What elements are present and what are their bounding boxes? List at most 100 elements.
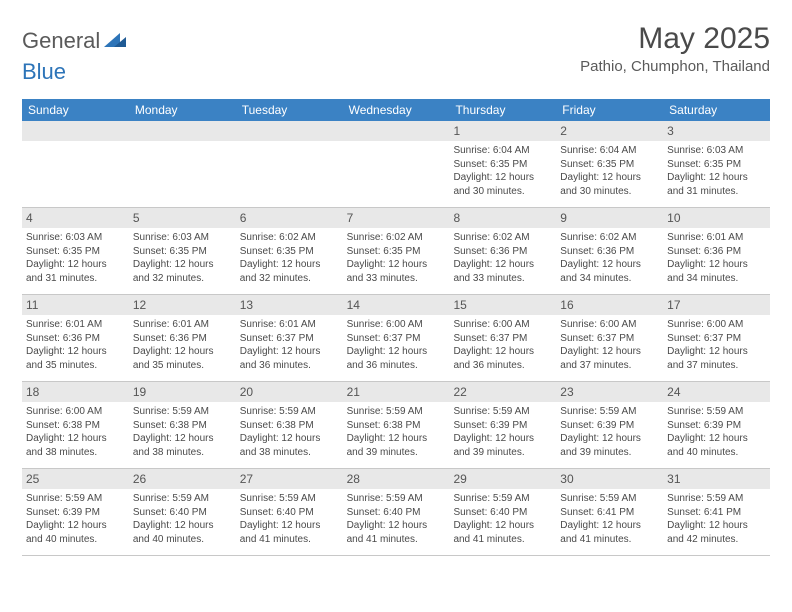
- day-number: 8: [449, 208, 556, 228]
- daylight-text: Daylight: 12 hours and 41 minutes.: [240, 519, 339, 546]
- day-number: 27: [236, 469, 343, 489]
- week-row: 11Sunrise: 6:01 AMSunset: 6:36 PMDayligh…: [22, 295, 770, 382]
- weekday-header: Saturday: [663, 99, 770, 121]
- sunset-text: Sunset: 6:38 PM: [26, 419, 125, 433]
- day-cell: 30Sunrise: 5:59 AMSunset: 6:41 PMDayligh…: [556, 469, 663, 555]
- sunset-text: Sunset: 6:38 PM: [133, 419, 232, 433]
- day-cell: 10Sunrise: 6:01 AMSunset: 6:36 PMDayligh…: [663, 208, 770, 294]
- daylight-text: Daylight: 12 hours and 35 minutes.: [133, 345, 232, 372]
- sunset-text: Sunset: 6:40 PM: [133, 506, 232, 520]
- daylight-text: Daylight: 12 hours and 36 minutes.: [240, 345, 339, 372]
- sunset-text: Sunset: 6:40 PM: [453, 506, 552, 520]
- weekday-header: Tuesday: [236, 99, 343, 121]
- day-cell: 7Sunrise: 6:02 AMSunset: 6:35 PMDaylight…: [343, 208, 450, 294]
- sunrise-text: Sunrise: 6:00 AM: [347, 318, 446, 332]
- weekday-header: Thursday: [449, 99, 556, 121]
- daylight-text: Daylight: 12 hours and 40 minutes.: [667, 432, 766, 459]
- sunrise-text: Sunrise: 5:59 AM: [453, 492, 552, 506]
- day-number: 16: [556, 295, 663, 315]
- sunset-text: Sunset: 6:37 PM: [347, 332, 446, 346]
- day-cell: 3Sunrise: 6:03 AMSunset: 6:35 PMDaylight…: [663, 121, 770, 207]
- daylight-text: Daylight: 12 hours and 32 minutes.: [240, 258, 339, 285]
- sunrise-text: Sunrise: 5:59 AM: [133, 405, 232, 419]
- day-cell: 5Sunrise: 6:03 AMSunset: 6:35 PMDaylight…: [129, 208, 236, 294]
- day-number: 18: [22, 382, 129, 402]
- daylight-text: Daylight: 12 hours and 40 minutes.: [26, 519, 125, 546]
- day-number: 9: [556, 208, 663, 228]
- sunrise-text: Sunrise: 5:59 AM: [26, 492, 125, 506]
- logo-triangle-icon: [104, 31, 126, 52]
- sunrise-text: Sunrise: 5:59 AM: [347, 492, 446, 506]
- daylight-text: Daylight: 12 hours and 41 minutes.: [560, 519, 659, 546]
- title-block: May 2025 Pathio, Chumphon, Thailand: [580, 22, 770, 75]
- sunset-text: Sunset: 6:37 PM: [453, 332, 552, 346]
- sunset-text: Sunset: 6:35 PM: [240, 245, 339, 259]
- day-cell: [129, 121, 236, 207]
- day-cell: 20Sunrise: 5:59 AMSunset: 6:38 PMDayligh…: [236, 382, 343, 468]
- day-number: 28: [343, 469, 450, 489]
- sunset-text: Sunset: 6:35 PM: [26, 245, 125, 259]
- weekday-header-row: Sunday Monday Tuesday Wednesday Thursday…: [22, 99, 770, 121]
- day-cell: 17Sunrise: 6:00 AMSunset: 6:37 PMDayligh…: [663, 295, 770, 381]
- sunset-text: Sunset: 6:38 PM: [240, 419, 339, 433]
- sunset-text: Sunset: 6:39 PM: [560, 419, 659, 433]
- day-number: 6: [236, 208, 343, 228]
- day-cell: 18Sunrise: 6:00 AMSunset: 6:38 PMDayligh…: [22, 382, 129, 468]
- sunset-text: Sunset: 6:36 PM: [26, 332, 125, 346]
- day-cell: 16Sunrise: 6:00 AMSunset: 6:37 PMDayligh…: [556, 295, 663, 381]
- sunrise-text: Sunrise: 6:04 AM: [560, 144, 659, 158]
- day-cell: 12Sunrise: 6:01 AMSunset: 6:36 PMDayligh…: [129, 295, 236, 381]
- day-number: 21: [343, 382, 450, 402]
- day-cell: 23Sunrise: 5:59 AMSunset: 6:39 PMDayligh…: [556, 382, 663, 468]
- daylight-text: Daylight: 12 hours and 41 minutes.: [347, 519, 446, 546]
- sunset-text: Sunset: 6:35 PM: [560, 158, 659, 172]
- week-row: 4Sunrise: 6:03 AMSunset: 6:35 PMDaylight…: [22, 208, 770, 295]
- day-cell: 6 Sunrise: 6:02 AMSunset: 6:35 PMDaylight…: [236, 208, 343, 294]
- sunset-text: Sunset: 6:41 PM: [667, 506, 766, 520]
- sunset-text: Sunset: 6:39 PM: [453, 419, 552, 433]
- calendar-page: General May 2025 Pathio, Chumphon, Thail…: [0, 0, 792, 556]
- day-number: [343, 121, 450, 141]
- sunrise-text: Sunrise: 5:59 AM: [240, 405, 339, 419]
- daylight-text: Daylight: 12 hours and 34 minutes.: [560, 258, 659, 285]
- day-cell: 21Sunrise: 5:59 AMSunset: 6:38 PMDayligh…: [343, 382, 450, 468]
- daylight-text: Daylight: 12 hours and 37 minutes.: [560, 345, 659, 372]
- sunrise-text: Sunrise: 6:02 AM: [240, 231, 339, 245]
- sunset-text: Sunset: 6:40 PM: [347, 506, 446, 520]
- sunrise-text: Sunrise: 5:59 AM: [560, 405, 659, 419]
- sunrise-text: Sunrise: 6:02 AM: [453, 231, 552, 245]
- day-cell: 9Sunrise: 6:02 AMSunset: 6:36 PMDaylight…: [556, 208, 663, 294]
- sunrise-text: Sunrise: 5:59 AM: [240, 492, 339, 506]
- day-number: 23: [556, 382, 663, 402]
- daylight-text: Daylight: 12 hours and 41 minutes.: [453, 519, 552, 546]
- sunset-text: Sunset: 6:37 PM: [667, 332, 766, 346]
- day-number: 2: [556, 121, 663, 141]
- daylight-text: Daylight: 12 hours and 37 minutes.: [667, 345, 766, 372]
- week-row: 18Sunrise: 6:00 AMSunset: 6:38 PMDayligh…: [22, 382, 770, 469]
- sunrise-text: Sunrise: 5:59 AM: [453, 405, 552, 419]
- logo-text-general: General: [22, 28, 100, 54]
- day-number: 30: [556, 469, 663, 489]
- sunrise-text: Sunrise: 6:00 AM: [667, 318, 766, 332]
- sunrise-text: Sunrise: 5:59 AM: [560, 492, 659, 506]
- daylight-text: Daylight: 12 hours and 39 minutes.: [453, 432, 552, 459]
- sunset-text: Sunset: 6:35 PM: [667, 158, 766, 172]
- day-number: 31: [663, 469, 770, 489]
- sunset-text: Sunset: 6:37 PM: [240, 332, 339, 346]
- weekday-header: Monday: [129, 99, 236, 121]
- sunrise-text: Sunrise: 6:01 AM: [667, 231, 766, 245]
- day-cell: 31Sunrise: 5:59 AMSunset: 6:41 PMDayligh…: [663, 469, 770, 555]
- day-number: 7: [343, 208, 450, 228]
- day-number: 1: [449, 121, 556, 141]
- day-number: 10: [663, 208, 770, 228]
- week-row: 25Sunrise: 5:59 AMSunset: 6:39 PMDayligh…: [22, 469, 770, 556]
- sunrise-text: Sunrise: 5:59 AM: [667, 405, 766, 419]
- daylight-text: Daylight: 12 hours and 31 minutes.: [667, 171, 766, 198]
- sunset-text: Sunset: 6:39 PM: [667, 419, 766, 433]
- day-number: [22, 121, 129, 141]
- daylight-text: Daylight: 12 hours and 31 minutes.: [26, 258, 125, 285]
- day-cell: [236, 121, 343, 207]
- weekday-header: Friday: [556, 99, 663, 121]
- sunrise-text: Sunrise: 6:02 AM: [560, 231, 659, 245]
- sunset-text: Sunset: 6:35 PM: [133, 245, 232, 259]
